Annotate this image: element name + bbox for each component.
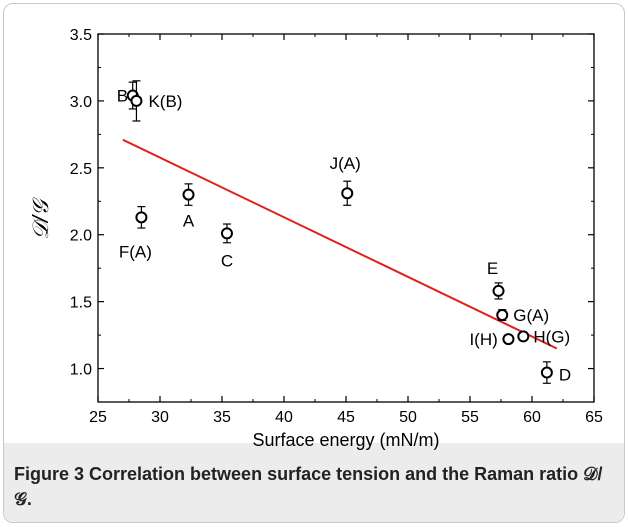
point-label: E — [487, 259, 498, 278]
point-marker — [497, 310, 507, 320]
point-marker — [184, 190, 194, 200]
data-points: B K(B) F(A) A C J(A) E G(A) I(H) H(G) D — [117, 81, 571, 385]
data-point: F(A) — [119, 207, 152, 262]
data-point: C — [221, 224, 233, 270]
x-tick-label: 60 — [523, 409, 541, 426]
x-tick-label: 50 — [399, 409, 417, 426]
point-label: F(A) — [119, 242, 152, 261]
x-tick-label: 35 — [213, 409, 231, 426]
point-label: D — [559, 366, 571, 385]
y-tick-label: 3.0 — [70, 94, 92, 111]
point-label: H(G) — [533, 327, 570, 346]
caption-text: Correlation between surface tension and … — [14, 464, 603, 509]
data-point: I(H) — [469, 330, 513, 349]
point-marker — [542, 368, 552, 378]
point-marker — [518, 331, 528, 341]
caption-label: Figure 3 — [14, 464, 84, 484]
y-tick-label: 1.0 — [70, 362, 92, 379]
data-point: J(A) — [330, 154, 361, 205]
point-label: A — [183, 212, 195, 231]
x-tick-label: 45 — [337, 409, 355, 426]
point-marker — [503, 334, 513, 344]
data-point: G(A) — [497, 306, 549, 325]
y-axis-label: 𝒟/𝒢 — [28, 197, 53, 240]
point-label: K(B) — [148, 92, 182, 111]
data-point: D — [542, 362, 571, 385]
point-label: G(A) — [513, 306, 549, 325]
point-marker — [131, 96, 141, 106]
point-label: B — [117, 87, 128, 106]
data-point: H(G) — [518, 327, 570, 346]
x-tick-label: 65 — [585, 409, 603, 426]
scatter-chart: 25 30 35 40 45 50 55 60 65 1.0 1.5 2.0 2.5 3.0 3.5 B K(… — [0, 0, 628, 450]
plot-area-border — [98, 34, 594, 402]
x-tick-label: 55 — [461, 409, 479, 426]
y-tick-label: 1.5 — [70, 295, 92, 312]
point-marker — [342, 188, 352, 198]
figure-caption: Figure 3 Correlation between surface ten… — [14, 462, 614, 512]
point-label: J(A) — [330, 154, 361, 173]
point-marker — [494, 286, 504, 296]
point-label: C — [221, 251, 233, 270]
data-point: A — [183, 184, 195, 231]
data-point: E — [487, 259, 504, 299]
axes: 25 30 35 40 45 50 55 60 65 1.0 1.5 2.0 2.5 3.0 3.5 — [70, 27, 603, 426]
x-tick-label: 25 — [89, 409, 107, 426]
x-tick-label: 30 — [151, 409, 169, 426]
x-tick-label: 40 — [275, 409, 293, 426]
point-marker — [222, 228, 232, 238]
y-tick-label: 2.5 — [70, 161, 92, 178]
y-tick-label: 3.5 — [70, 27, 92, 44]
data-point: K(B) — [131, 81, 182, 121]
point-marker — [136, 212, 146, 222]
point-label: I(H) — [469, 330, 497, 349]
x-axis-label: Surface energy (mN/m) — [252, 430, 439, 450]
y-tick-label: 2.0 — [70, 228, 92, 245]
